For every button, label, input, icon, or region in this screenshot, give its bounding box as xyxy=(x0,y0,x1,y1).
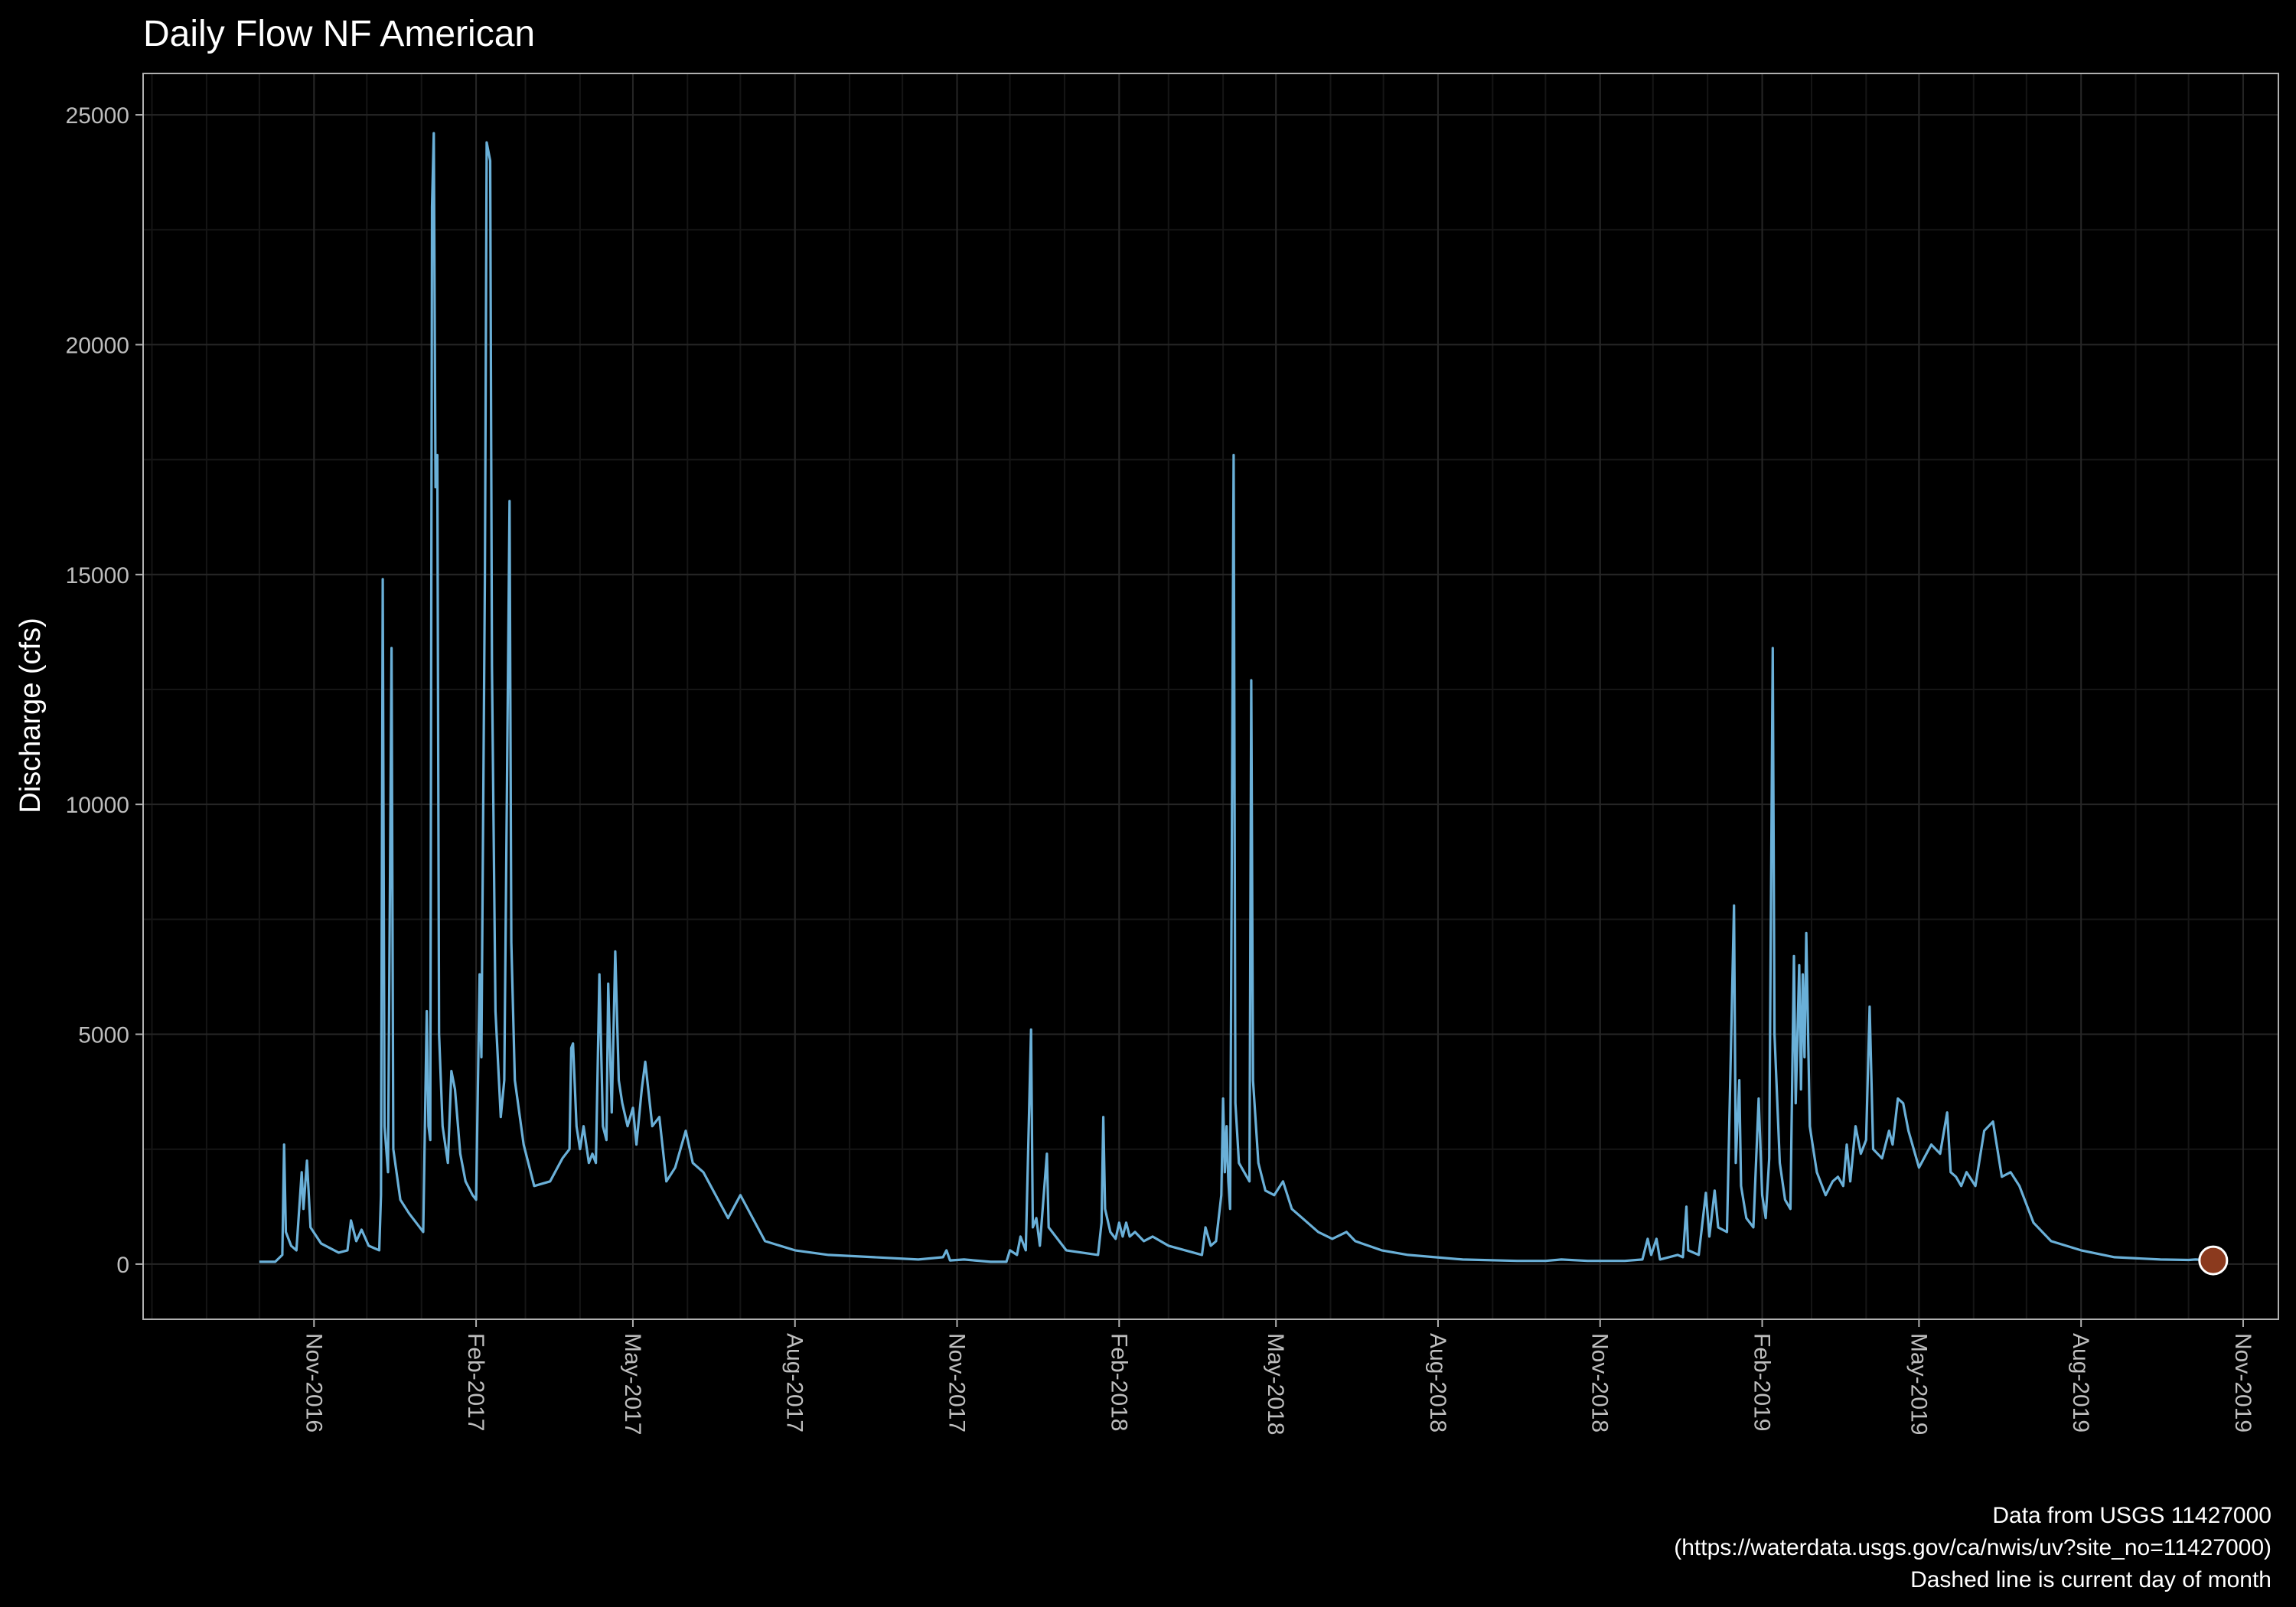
grid-major xyxy=(143,73,2278,1319)
x-tick-label: May-2018 xyxy=(1263,1333,1288,1435)
x-tick-label: Aug-2019 xyxy=(2068,1333,2093,1433)
x-tick-label: May-2019 xyxy=(1906,1333,1931,1435)
x-tick-label: Feb-2018 xyxy=(1106,1333,1131,1431)
caption-line-2: (https://waterdata.usgs.gov/ca/nwis/uv?s… xyxy=(1674,1535,2272,1560)
x-tick-label: Aug-2017 xyxy=(782,1333,807,1433)
y-tick-label: 25000 xyxy=(66,103,129,129)
x-tick-label: Nov-2017 xyxy=(944,1333,970,1433)
plot-border xyxy=(142,73,2279,1320)
x-tick-label: Nov-2019 xyxy=(2230,1333,2255,1433)
x-tick-label: Feb-2019 xyxy=(1750,1333,1775,1431)
plot-panel xyxy=(143,73,2278,1319)
y-tick-label: 0 xyxy=(116,1253,129,1278)
x-tick-label: Feb-2017 xyxy=(463,1333,488,1431)
caption-line-3: Dashed line is current day of month xyxy=(1910,1567,2272,1592)
x-axis-ticks: Nov-2016 Feb-2017 May-2017 Aug-2017 Nov-2017… xyxy=(301,1319,2255,1435)
x-tick-label: Nov-2018 xyxy=(1587,1333,1613,1433)
caption: Data from USGS 11427000 (https://waterda… xyxy=(1674,1503,2272,1592)
x-tick-label: May-2017 xyxy=(620,1333,645,1435)
current-day-marker xyxy=(2198,1245,2229,1276)
y-axis-ticks: 0 5000 10000 15000 20000 25000 xyxy=(66,103,143,1278)
x-tick-label: Aug-2018 xyxy=(1425,1333,1450,1433)
y-tick-label: 15000 xyxy=(66,563,129,588)
flow-line-series xyxy=(259,132,2213,1263)
y-tick-label: 10000 xyxy=(66,793,129,818)
chart-title: Daily Flow NF American xyxy=(143,14,535,54)
y-axis-label: Discharge (cfs) xyxy=(15,618,47,813)
y-tick-label: 20000 xyxy=(66,333,129,358)
x-tick-label: Nov-2016 xyxy=(301,1333,326,1433)
y-tick-label: 5000 xyxy=(78,1023,129,1048)
caption-line-1: Data from USGS 11427000 xyxy=(1992,1503,2272,1528)
